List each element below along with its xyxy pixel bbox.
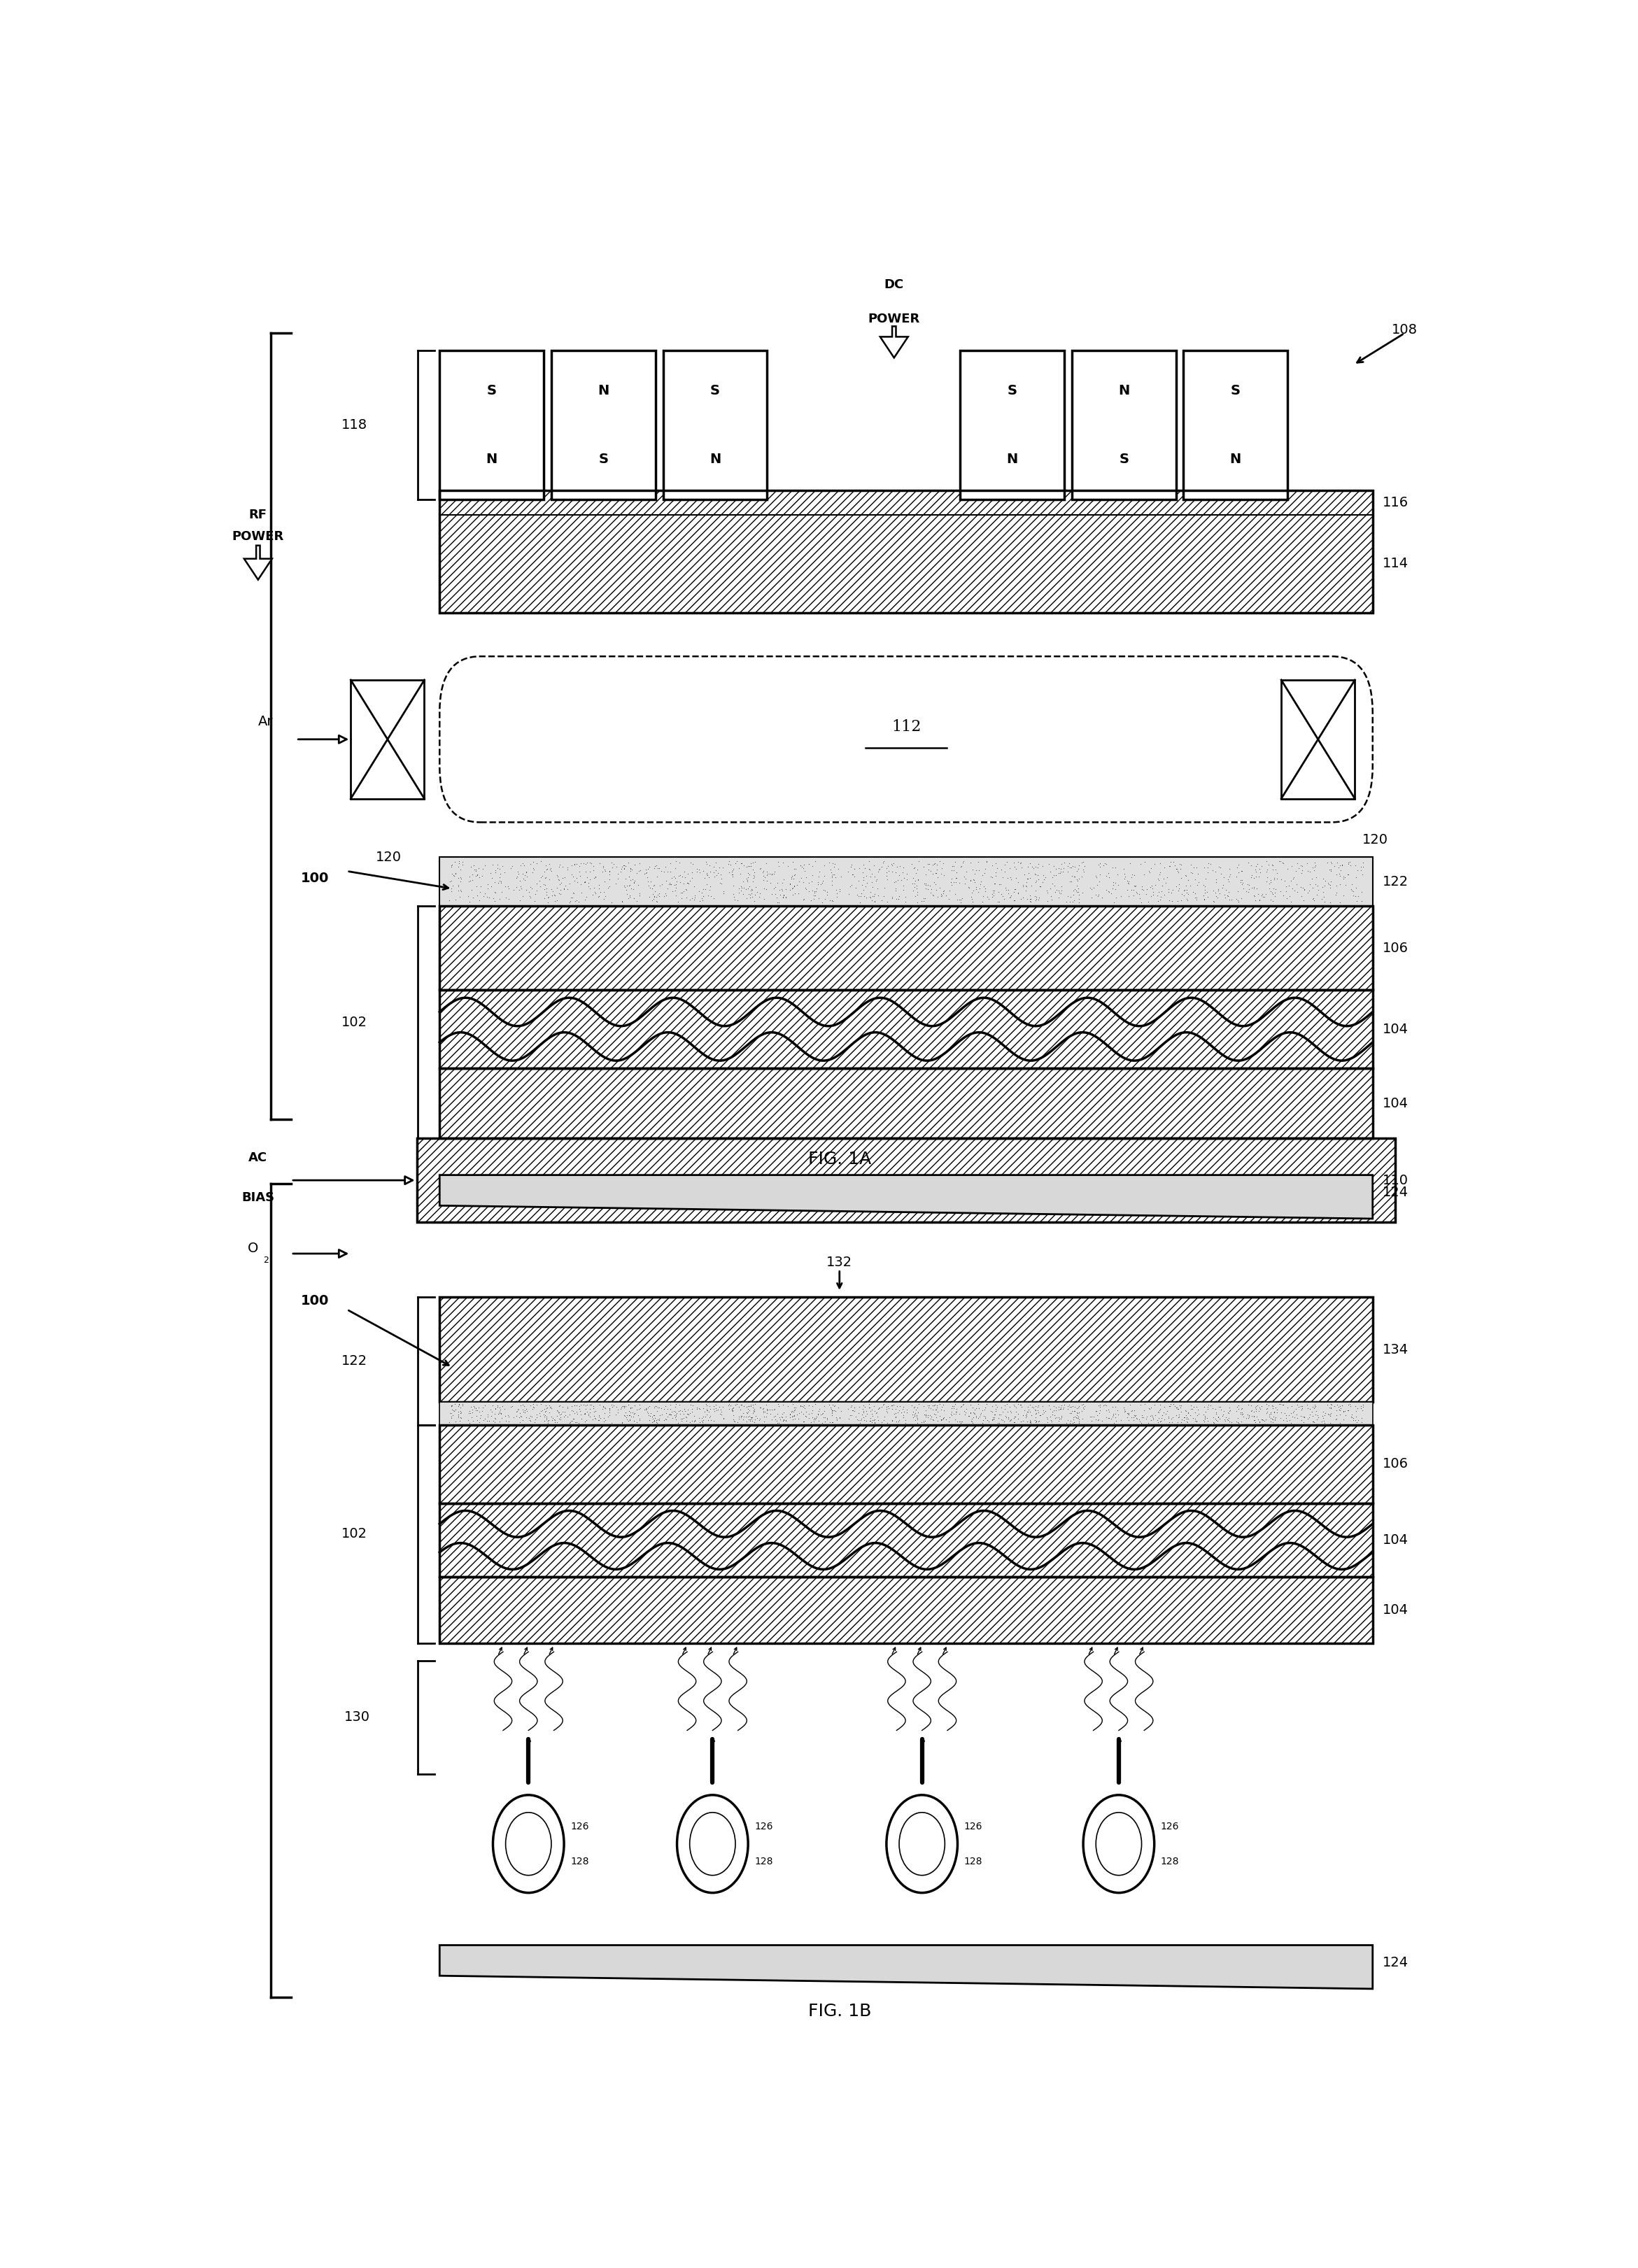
FancyArrow shape [880, 327, 907, 358]
Text: 106: 106 [1382, 941, 1409, 955]
Text: 104: 104 [1382, 1098, 1409, 1109]
Text: 128: 128 [570, 1857, 590, 1867]
Text: 126: 126 [570, 1821, 590, 1830]
Bar [439, 352, 544, 499]
Bar [439, 1504, 1373, 1576]
FancyBboxPatch shape [439, 655, 1373, 823]
Text: 126: 126 [755, 1821, 773, 1830]
Text: 114: 114 [1382, 558, 1409, 572]
Text: 128: 128 [1161, 1857, 1179, 1867]
Text: FIG. 1A: FIG. 1A [808, 1150, 871, 1168]
Text: 116: 116 [1382, 497, 1409, 510]
Text: 100: 100 [301, 871, 329, 885]
Bar [351, 680, 424, 798]
Text: 104: 104 [1382, 1533, 1409, 1547]
Text: N: N [709, 451, 721, 465]
Text: 126: 126 [963, 1821, 983, 1830]
Bar [439, 1424, 1373, 1504]
Text: FIG. 1B: FIG. 1B [808, 2003, 871, 2021]
Text: 100: 100 [301, 1295, 329, 1306]
Text: 124: 124 [1382, 1955, 1409, 1969]
Text: N: N [1119, 383, 1130, 397]
Text: 104: 104 [1382, 1603, 1409, 1617]
Bar [439, 1576, 1373, 1642]
Bar [439, 1068, 1373, 1139]
Text: 126: 126 [1161, 1821, 1179, 1830]
Text: BIAS: BIAS [241, 1191, 275, 1204]
Bar [439, 1576, 1373, 1642]
Bar [416, 1139, 1396, 1222]
Text: POWER: POWER [233, 531, 283, 544]
Text: S: S [598, 451, 608, 465]
Bar [1281, 680, 1355, 798]
Bar [439, 907, 1373, 989]
Bar [439, 857, 1373, 907]
Bar [439, 1424, 1373, 1504]
Text: 128: 128 [963, 1857, 983, 1867]
Text: RF: RF [249, 508, 267, 522]
Bar [439, 515, 1373, 612]
Text: POWER: POWER [868, 313, 921, 327]
Bar [439, 907, 1373, 989]
Bar [439, 1068, 1373, 1139]
Text: N: N [1230, 451, 1242, 465]
Text: 120: 120 [375, 850, 401, 864]
Text: Ar: Ar [259, 714, 274, 728]
Text: 122: 122 [1382, 875, 1409, 889]
Bar [663, 352, 767, 499]
Text: 104: 104 [1382, 1023, 1409, 1036]
Text: 112: 112 [891, 719, 921, 735]
Text: S: S [1230, 383, 1240, 397]
Text: 120: 120 [1363, 832, 1389, 846]
Bar [439, 1297, 1373, 1402]
Text: N: N [598, 383, 609, 397]
Bar [439, 1504, 1373, 1576]
Text: 122: 122 [342, 1354, 367, 1368]
Bar [439, 490, 1373, 612]
Bar [439, 989, 1373, 1068]
Text: 110: 110 [1382, 1173, 1409, 1186]
Bar [1184, 352, 1287, 499]
Text: 102: 102 [342, 1016, 367, 1030]
Bar [1071, 352, 1176, 499]
Bar [439, 1402, 1373, 1424]
Text: 130: 130 [344, 1710, 370, 1724]
Polygon shape [439, 1946, 1373, 1989]
Text: AC: AC [249, 1152, 267, 1163]
FancyArrow shape [244, 547, 272, 581]
Text: S: S [711, 383, 721, 397]
Text: 106: 106 [1382, 1458, 1409, 1470]
Text: N: N [1006, 451, 1017, 465]
Text: 102: 102 [342, 1526, 367, 1540]
Bar [439, 989, 1373, 1068]
Text: S: S [486, 383, 496, 397]
Bar [552, 352, 655, 499]
Text: S: S [1119, 451, 1129, 465]
Text: 128: 128 [755, 1857, 773, 1867]
Text: 2: 2 [264, 1256, 269, 1266]
Bar [439, 1297, 1373, 1402]
Polygon shape [439, 1175, 1373, 1218]
Text: O: O [247, 1241, 259, 1254]
Text: 132: 132 [827, 1256, 852, 1270]
Text: N: N [486, 451, 498, 465]
Text: 108: 108 [1392, 322, 1417, 336]
Text: 134: 134 [1382, 1343, 1409, 1356]
Bar [416, 1139, 1396, 1222]
Bar [439, 490, 1373, 515]
Text: DC: DC [885, 279, 904, 290]
Text: 118: 118 [342, 417, 367, 431]
Bar [960, 352, 1065, 499]
Text: S: S [1007, 383, 1017, 397]
Text: 124: 124 [1382, 1186, 1409, 1200]
